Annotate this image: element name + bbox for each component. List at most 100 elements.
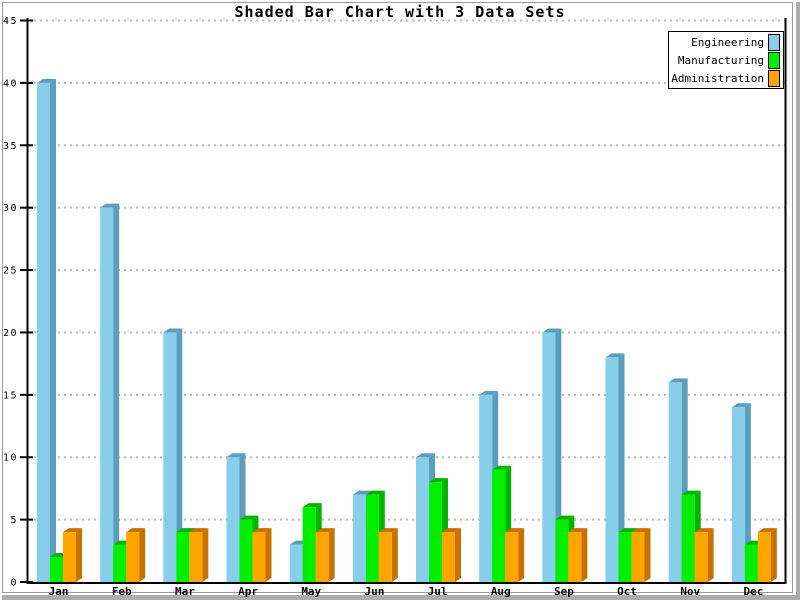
bar-side-engineering [113, 203, 120, 582]
x-tick-label: May [301, 585, 321, 598]
bar-top-manufacturing [492, 465, 512, 470]
bar-top-engineering [100, 203, 120, 208]
bar-top-administration [442, 528, 461, 533]
legend-swatch-manufacturing [768, 51, 780, 69]
legend-box: Engineering Manufacturing Administration [668, 31, 784, 89]
bar-top-manufacturing [681, 490, 701, 495]
y-tick-label: 15 [3, 390, 18, 401]
bar-manufacturing-jul [429, 482, 442, 582]
x-tick-label: Sep [554, 585, 574, 598]
bar-top-administration [568, 528, 588, 533]
bar-top-engineering [416, 453, 435, 458]
x-tick-label: Apr [238, 585, 258, 598]
legend-item-administration: Administration [669, 69, 780, 87]
bar-engineering-dec [731, 407, 745, 582]
x-tick-label: Oct [617, 585, 637, 598]
bar-top-engineering [542, 328, 562, 333]
bar-side-administration [707, 528, 714, 582]
y-tick-label: 35 [3, 141, 18, 152]
bar-side-engineering [50, 78, 56, 582]
window-edge-right [796, 2, 800, 600]
bar-administration-jan [63, 532, 76, 582]
y-tick-label: 0 [10, 578, 18, 589]
bar-top-administration [631, 528, 651, 533]
bar-engineering-aug [479, 394, 493, 582]
x-tick-label: Jan [49, 585, 69, 598]
bar-administration-jul [442, 532, 455, 582]
legend-label: Engineering [691, 35, 764, 49]
bar-side-engineering [744, 403, 751, 582]
bar-top-engineering [37, 78, 56, 83]
bar-side-administration [644, 528, 651, 582]
bar-top-engineering [163, 328, 183, 333]
bar-engineering-feb [100, 207, 114, 582]
bar-top-manufacturing [302, 503, 322, 508]
bar-administration-jun [378, 532, 392, 582]
bar-top-administration [694, 528, 714, 533]
bar-administration-nov [694, 532, 708, 582]
bar-top-manufacturing [176, 528, 196, 533]
x-tick-label: Jun [364, 585, 384, 598]
y-tick-label: 40 [3, 78, 18, 89]
y-tick-label: 20 [3, 328, 18, 339]
bar-side-administration [265, 528, 272, 582]
bar-top-administration [252, 528, 272, 533]
bar-top-manufacturing [618, 528, 638, 533]
bar-engineering-jun [352, 494, 366, 582]
bar-manufacturing-jun [365, 494, 379, 582]
y-tick-label: 5 [10, 515, 18, 526]
bar-manufacturing-jan [50, 557, 63, 582]
bar-side-administration [76, 528, 82, 582]
bar-administration-mar [189, 532, 203, 582]
bar-administration-oct [631, 532, 645, 582]
bar-administration-dec [757, 532, 771, 582]
x-tick-label: Aug [491, 585, 511, 598]
bar-side-administration [770, 528, 777, 582]
x-tick-label: Feb [112, 585, 132, 598]
bar-top-manufacturing [555, 515, 575, 520]
bar-engineering-oct [605, 357, 619, 582]
bar-side-engineering [618, 353, 625, 582]
bar-top-engineering [731, 403, 751, 408]
legend-item-engineering: Engineering [669, 33, 780, 51]
bar-top-administration [126, 528, 146, 533]
bar-side-administration [391, 528, 398, 582]
bar-side-administration [202, 528, 209, 582]
x-tick-label: Jul [428, 585, 448, 598]
bar-top-manufacturing [365, 490, 385, 495]
bar-top-administration [378, 528, 398, 533]
bar-engineering-may [289, 544, 303, 582]
bar-manufacturing-apr [239, 519, 253, 582]
bar-engineering-jan [37, 82, 50, 582]
bar-top-engineering [226, 453, 246, 458]
bar-top-administration [757, 528, 777, 533]
y-tick-label: 30 [3, 203, 18, 214]
bar-engineering-apr [226, 457, 240, 582]
bar-administration-aug [505, 532, 519, 582]
bar-administration-apr [252, 532, 266, 582]
y-tick-label: 45 [3, 16, 18, 27]
bar-engineering-mar [163, 332, 177, 582]
x-tick-label: Mar [175, 585, 195, 598]
bar-manufacturing-may [302, 507, 316, 582]
bar-top-administration [315, 528, 335, 533]
bar-manufacturing-aug [492, 469, 506, 582]
window-edge-bottom [2, 595, 800, 600]
legend-swatch-engineering [768, 33, 780, 51]
x-tick-label: Nov [680, 585, 700, 598]
bar-top-manufacturing [429, 478, 448, 483]
bar-top-engineering [668, 378, 688, 383]
bar-side-administration [139, 528, 146, 582]
legend-swatch-administration [768, 69, 780, 87]
bar-top-engineering [352, 490, 372, 495]
chart-title: Shaded Bar Chart with 3 Data Sets [234, 3, 566, 21]
legend-item-manufacturing: Manufacturing [669, 51, 780, 69]
bar-engineering-sep [542, 332, 556, 582]
bar-top-engineering [605, 353, 625, 358]
y-tick-label: 10 [3, 453, 18, 464]
bar-top-administration [505, 528, 525, 533]
bar-side-administration [518, 528, 525, 582]
bar-side-administration [328, 528, 335, 582]
